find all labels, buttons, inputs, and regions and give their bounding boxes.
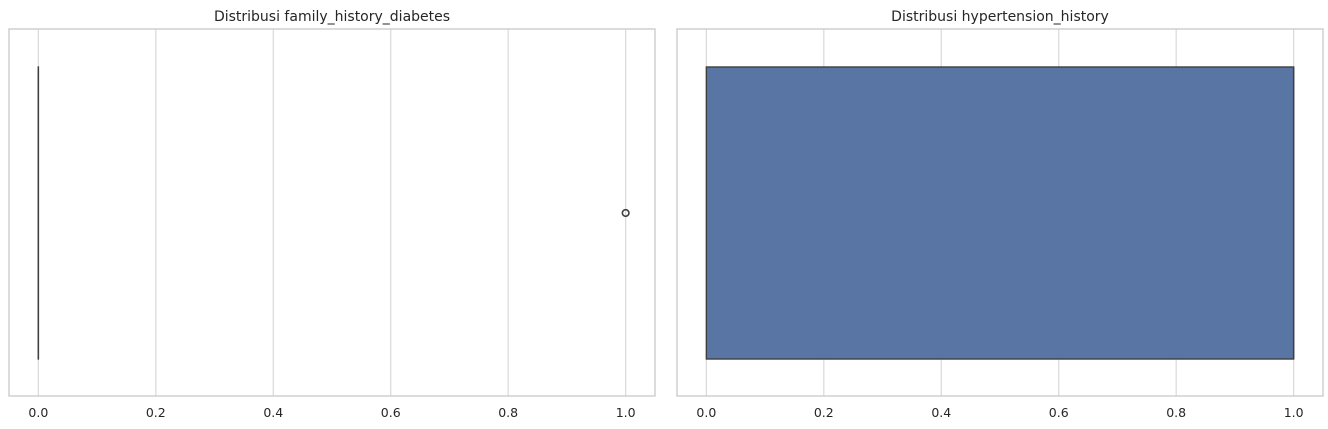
plot-background (9, 29, 655, 396)
chart-title: Distribusi hypertension_history (891, 9, 1109, 25)
x-tick-labels: 0.0 0.2 0.4 0.6 0.8 1.0 (28, 405, 635, 420)
x-tick-label: 0.4 (931, 405, 951, 420)
x-tick-label: 0.2 (814, 405, 834, 420)
x-tick-label: 0.8 (1166, 405, 1186, 420)
x-tick-label: 0.6 (1049, 405, 1069, 420)
boxplot-panel-family-history-diabetes: Distribusi family_history_diabetes 0.0 0… (8, 9, 656, 420)
x-tick-label: 0.0 (28, 405, 48, 420)
x-tick-label: 0.0 (696, 405, 716, 420)
chart-title: Distribusi family_history_diabetes (214, 9, 450, 25)
plot-frame (676, 28, 1324, 397)
x-tick-label: 1.0 (1284, 405, 1304, 420)
outlier-point (621, 208, 630, 218)
x-tick-label: 1.0 (616, 405, 636, 420)
x-tick-label: 0.4 (263, 405, 283, 420)
x-tick-label: 0.2 (146, 405, 166, 420)
plot-frame (8, 28, 656, 397)
x-tick-label: 0.8 (498, 405, 518, 420)
box-iqr (705, 66, 1295, 360)
boxplot-panel-hypertension-history: Distribusi hypertension_history 0.0 0.2 … (676, 9, 1324, 420)
x-tick-label: 0.6 (381, 405, 401, 420)
x-tick-labels: 0.0 0.2 0.4 0.6 0.8 1.0 (696, 405, 1303, 420)
